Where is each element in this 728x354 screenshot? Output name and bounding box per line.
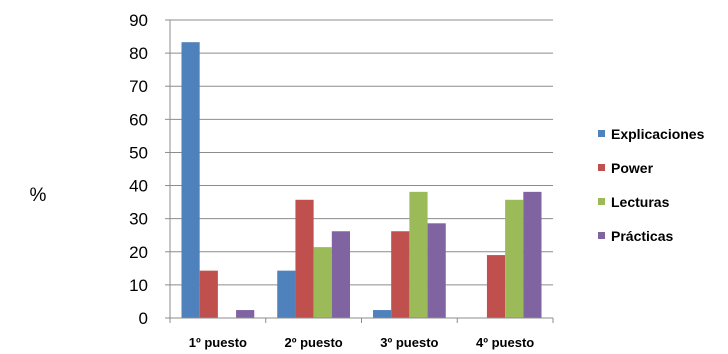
bar-explicaciones-1 xyxy=(181,42,200,318)
bar-power-3 xyxy=(391,231,410,318)
legend-swatch xyxy=(598,198,605,205)
legend-label: Explicaciones xyxy=(611,126,705,142)
y-tick-label: 30 xyxy=(129,210,148,229)
legend-swatch xyxy=(598,164,605,171)
x-tick-label: 4º puesto xyxy=(476,335,534,350)
bar-power-4 xyxy=(486,255,506,318)
bars xyxy=(181,42,542,318)
legend-label: Prácticas xyxy=(611,228,673,244)
x-tick-label: 2º puesto xyxy=(285,335,343,350)
y-axis-label: % xyxy=(30,185,47,206)
x-axis-ticks: 1º puesto 2º puesto 3º puesto 4º puesto xyxy=(189,335,535,350)
bar-pr-cticas-1 xyxy=(236,310,255,318)
bar-power-2 xyxy=(295,199,314,318)
bar-pr-cticas-3 xyxy=(427,223,446,318)
x-tick-label: 3º puesto xyxy=(380,335,438,350)
bar-lecturas-3 xyxy=(409,191,428,318)
y-tick-label: 70 xyxy=(129,77,148,96)
bar-explicaciones-3 xyxy=(372,310,392,318)
y-tick-label: 20 xyxy=(129,243,148,262)
y-tick-label: 90 xyxy=(129,11,148,30)
y-tick-label: 60 xyxy=(129,110,148,129)
x-tick-label: 1º puesto xyxy=(189,335,247,350)
gridlines xyxy=(170,19,553,286)
legend-swatch xyxy=(598,232,605,239)
axes xyxy=(165,19,554,323)
y-tick-label: 80 xyxy=(129,44,148,63)
bar-explicaciones-2 xyxy=(277,270,296,318)
y-tick-label: 10 xyxy=(129,276,148,295)
legend-swatch xyxy=(598,130,605,137)
y-tick-label: 0 xyxy=(139,309,148,328)
legend: Explicaciones Power Lecturas Prácticas xyxy=(598,126,705,244)
bar-lecturas-4 xyxy=(505,199,524,318)
y-axis-ticks: 0 10 20 30 40 50 60 70 80 90 xyxy=(129,11,148,328)
legend-label: Lecturas xyxy=(611,194,670,210)
bar-power-1 xyxy=(199,270,218,318)
bar-lecturas-2 xyxy=(313,247,332,318)
bar-pr-cticas-4 xyxy=(523,191,542,318)
y-tick-label: 40 xyxy=(129,177,148,196)
legend-label: Power xyxy=(611,160,654,176)
bar-pr-cticas-2 xyxy=(331,231,351,318)
y-tick-label: 50 xyxy=(129,143,148,162)
